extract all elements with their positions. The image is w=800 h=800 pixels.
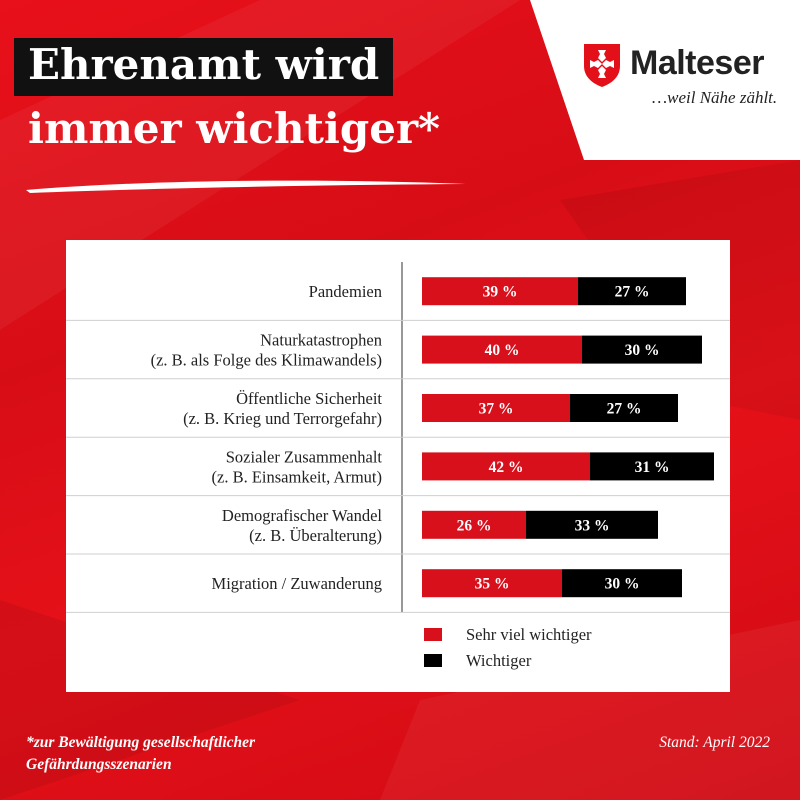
legend-label: Wichtiger — [466, 651, 532, 670]
headline-brush-underline — [26, 180, 466, 193]
bar-value-label: 26 % — [457, 517, 492, 534]
bar-value-label: 30 % — [605, 576, 640, 593]
bar-value-label: 33 % — [575, 517, 610, 534]
bar-value-label: 27 % — [607, 401, 642, 418]
category-label: Demografischer Wandel — [222, 506, 383, 525]
bar-sehr-viel-wichtiger — [422, 569, 562, 598]
logo-corner-panel — [530, 0, 800, 160]
footnote-line-2: Gefährdungsszenarien — [26, 756, 172, 773]
legend-swatch — [424, 628, 442, 641]
bar-sehr-viel-wichtiger — [422, 510, 526, 539]
category-label: Pandemien — [309, 282, 382, 301]
bar-value-label: 37 % — [479, 401, 514, 418]
category-label: Öffentliche Sicherheit — [236, 389, 382, 408]
category-label: Naturkatastrophen — [260, 331, 382, 350]
headline-line-1: Ehrenamt wird — [14, 38, 394, 96]
legend-swatch — [424, 654, 442, 667]
bar-wichtiger — [590, 452, 714, 481]
bar-value-label: 27 % — [615, 284, 650, 301]
brand-name: Malteser — [630, 44, 764, 82]
category-label: (z. B. Krieg und Terrorgefahr) — [183, 409, 382, 428]
stacked-bar-chart: Pandemien 39 % 27 %Naturkatastrophen(z. B.… — [66, 262, 730, 670]
maltese-cross-shield-icon — [584, 44, 620, 87]
bar-sehr-viel-wichtiger — [422, 277, 578, 306]
bar-sehr-viel-wichtiger — [422, 335, 582, 364]
category-label: (z. B. als Folge des Klimawandels) — [151, 351, 382, 370]
date-stamp: Stand: April 2022 — [659, 734, 770, 751]
footnote: *zur Bewältigung gesellschaftlicher Gefä… — [26, 732, 255, 776]
bar-value-label: 31 % — [635, 459, 670, 476]
bar-wichtiger — [582, 335, 702, 364]
bar-value-label: 30 % — [625, 342, 660, 359]
bar-sehr-viel-wichtiger — [422, 452, 590, 481]
category-label: (z. B. Überalterung) — [249, 526, 382, 545]
brand-slogan: …weil Nähe zählt. — [652, 88, 778, 107]
bar-value-label: 39 % — [483, 284, 518, 301]
bar-sehr-viel-wichtiger — [422, 394, 570, 422]
legend-label: Sehr viel wichtiger — [466, 625, 592, 644]
category-label: Sozialer Zusammenhalt — [226, 447, 383, 466]
footnote-line-1: *zur Bewältigung gesellschaftlicher — [26, 734, 256, 751]
category-label: Migration / Zuwanderung — [212, 574, 382, 593]
bar-wichtiger — [570, 394, 678, 422]
headline: Ehrenamt wird immer wichtiger* — [14, 38, 454, 150]
bar-wichtiger — [526, 510, 658, 539]
headline-line-2: immer wichtiger* — [28, 104, 441, 153]
bar-value-label: 35 % — [475, 576, 510, 593]
category-label: (z. B. Einsamkeit, Armut) — [212, 467, 382, 486]
bar-wichtiger — [578, 277, 686, 306]
bar-wichtiger — [562, 569, 682, 598]
chart-card: Pandemien 39 % 27 % Naturkatastrophen (z. B.… — [66, 240, 730, 692]
bar-value-label: 42 % — [489, 459, 524, 476]
bar-value-label: 40 % — [485, 342, 520, 359]
